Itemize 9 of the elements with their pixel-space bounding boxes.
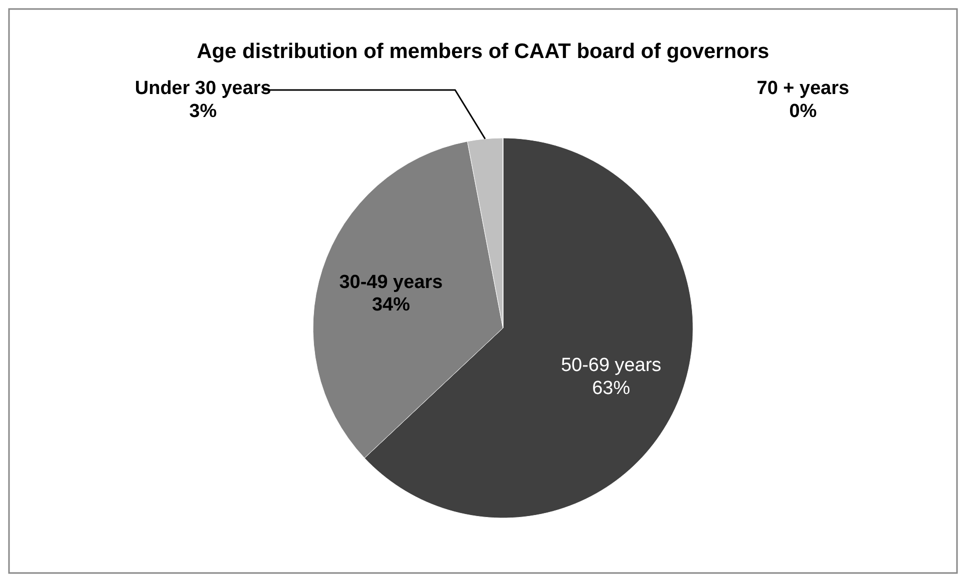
slice-label: Under 30 years xyxy=(134,78,272,100)
data-label: 34% xyxy=(372,294,410,316)
data-label: 3% xyxy=(189,101,217,122)
text: 0% xyxy=(789,101,817,122)
chart-title: Age distribution of members of CAAT board of governors xyxy=(196,40,770,63)
slice-label: 50-69 years xyxy=(560,354,662,376)
category-label: 70 + years xyxy=(756,78,850,100)
data-label: 63% xyxy=(592,378,630,399)
slice-label: 30-49 years xyxy=(339,272,443,293)
